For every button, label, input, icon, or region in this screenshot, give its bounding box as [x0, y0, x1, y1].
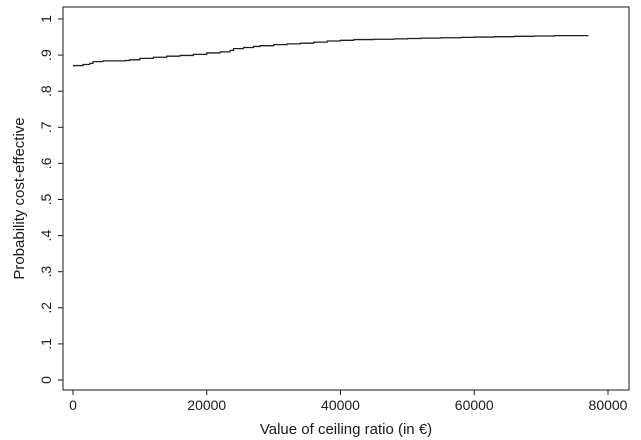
y-tick-label: .2 [38, 302, 54, 314]
y-tick-label: .4 [38, 230, 54, 242]
x-tick-label: 60000 [455, 397, 494, 413]
x-axis: 0 20000 40000 60000 80000 [69, 390, 628, 413]
y-tick-label: .5 [38, 193, 54, 205]
plot-area [62, 6, 630, 391]
y-tick-label: .3 [38, 266, 54, 278]
x-tick-label: 0 [69, 397, 77, 413]
y-axis: 0 .1 .2 .3 .4 .5 .6 .7 .8 .9 1 [38, 15, 63, 384]
y-tick-label: .1 [38, 338, 54, 350]
y-tick-label: .6 [38, 157, 54, 169]
y-tick-label: .7 [38, 121, 54, 133]
x-tick-label: 40000 [321, 397, 360, 413]
y-tick-label: 0 [38, 376, 54, 384]
x-tick-label: 80000 [589, 397, 628, 413]
series-layer [73, 34, 589, 67]
x-tick-label: 20000 [187, 397, 226, 413]
y-tick-label: 1 [38, 15, 54, 23]
x-axis-title: Value of ceiling ratio (in €) [260, 421, 432, 438]
series-line [73, 34, 589, 67]
y-tick-label: .8 [38, 85, 54, 97]
y-tick-label: .9 [38, 49, 54, 61]
y-axis-title: Probability cost-effective [11, 117, 28, 279]
